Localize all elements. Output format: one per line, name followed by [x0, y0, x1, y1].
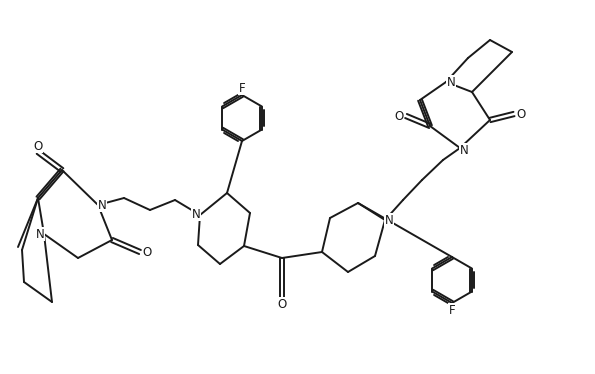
Text: F: F: [239, 82, 245, 95]
Text: O: O: [394, 110, 403, 123]
Text: O: O: [516, 107, 525, 120]
Text: F: F: [449, 303, 455, 316]
Text: O: O: [277, 297, 287, 310]
Text: N: N: [36, 227, 45, 240]
Text: N: N: [459, 144, 468, 156]
Text: N: N: [447, 76, 455, 89]
Text: N: N: [98, 199, 107, 212]
Text: O: O: [33, 140, 43, 153]
Text: O: O: [142, 245, 152, 258]
Text: N: N: [384, 214, 393, 227]
Text: N: N: [192, 208, 201, 221]
